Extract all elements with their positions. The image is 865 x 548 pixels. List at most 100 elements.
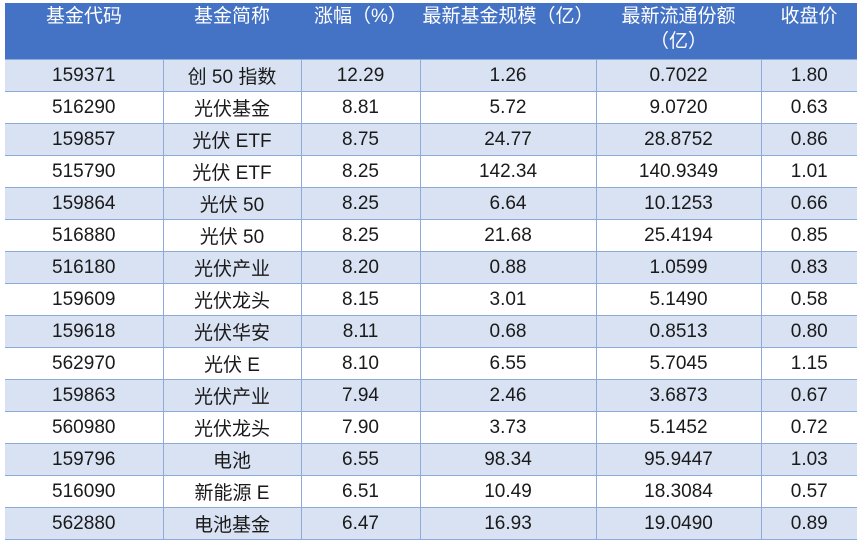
table-cell: 光伏 E [162,347,302,380]
table-cell: 142.34 [419,155,597,188]
table-row: 159864 光伏 50 8.25 6.64 10.1253 0.66 [5,187,857,220]
table-cell: 6.64 [419,187,597,220]
table-cell: 0.72 [760,411,857,444]
table-cell: 95.9447 [595,443,762,476]
table-cell: 0.83 [760,251,857,284]
table-cell: 8.75 [300,123,421,156]
table-cell: 5.72 [419,91,597,124]
table-row: 562880 电池基金 6.47 16.93 19.0490 0.89 [5,507,857,540]
table-cell: 新能源 E [162,475,302,508]
table-row: 516880 光伏 50 8.25 21.68 25.4194 0.85 [5,219,857,252]
table-cell: 25.4194 [595,219,762,252]
table-cell: 516290 [5,91,164,124]
table-cell: 5.7045 [595,347,762,380]
table-cell: 1.03 [760,443,857,476]
table-row: 159796 电池 6.55 98.34 95.9447 1.03 [5,443,857,476]
table-cell: 159618 [5,315,164,348]
table-row: 159857 光伏 ETF 8.75 24.77 28.8752 0.86 [5,123,857,156]
table-cell: 0.58 [760,283,857,316]
header-row: 基金代码 基金简称 涨幅（%） 最新基金规模（亿） 最新流通份额（亿） 收盘价 [5,3,857,60]
table-cell: 0.66 [760,187,857,220]
table-cell: 10.1253 [595,187,762,220]
table-cell: 1.01 [760,155,857,188]
table-row: 159863 光伏产业 7.94 2.46 3.6873 0.67 [5,379,857,412]
table-cell: 28.8752 [595,123,762,156]
table-body: 159371 创 50 指数 12.29 1.26 0.7022 1.80 516290 光伏… [5,59,857,540]
table-row: 159618 光伏华安 8.11 0.68 0.8513 0.80 [5,315,857,348]
table-row: 159609 光伏龙头 8.15 3.01 5.1490 0.58 [5,283,857,316]
table-cell: 光伏华安 [162,315,302,348]
table-cell: 516180 [5,251,164,284]
fund-table: 基金代码 基金简称 涨幅（%） 最新基金规模（亿） 最新流通份额（亿） 收盘价 … [5,3,857,540]
table-row: 516090 新能源 E 6.51 10.49 18.3084 0.57 [5,475,857,508]
table-cell: 光伏 50 [162,219,302,252]
table-cell: 6.47 [300,507,421,540]
table-cell: 0.88 [419,251,597,284]
table-cell: 0.67 [760,379,857,412]
table-cell: 18.3084 [595,475,762,508]
table-cell: 5.1490 [595,283,762,316]
table-cell: 光伏产业 [162,251,302,284]
table-cell: 0.80 [760,315,857,348]
table-cell: 0.57 [760,475,857,508]
table-cell: 159796 [5,443,164,476]
table-cell: 光伏 ETF [162,155,302,188]
table-cell: 8.25 [300,155,421,188]
table-cell: 10.49 [419,475,597,508]
table-row: 516290 光伏基金 8.81 5.72 9.0720 0.63 [5,91,857,124]
table-cell: 560980 [5,411,164,444]
table-cell: 1.0599 [595,251,762,284]
table-row: 159371 创 50 指数 12.29 1.26 0.7022 1.80 [5,59,857,92]
table-cell: 98.34 [419,443,597,476]
table-cell: 0.63 [760,91,857,124]
table-cell: 140.9349 [595,155,762,188]
table-row: 562970 光伏 E 8.10 6.55 5.7045 1.15 [5,347,857,380]
table-cell: 16.93 [419,507,597,540]
table-cell: 8.25 [300,219,421,252]
table-cell: 6.51 [300,475,421,508]
table-cell: 12.29 [300,59,421,92]
table-cell: 光伏龙头 [162,283,302,316]
column-header-fund-name: 基金简称 [163,3,301,60]
table-cell: 159857 [5,123,164,156]
table-cell: 1.26 [419,59,597,92]
table-cell: 516090 [5,475,164,508]
table-header: 基金代码 基金简称 涨幅（%） 最新基金规模（亿） 最新流通份额（亿） 收盘价 [5,3,857,60]
table-cell: 159609 [5,283,164,316]
table-cell: 7.94 [300,379,421,412]
table-cell: 2.46 [419,379,597,412]
column-header-fund-code: 基金代码 [5,3,163,60]
table-cell: 8.10 [300,347,421,380]
table-cell: 光伏产业 [162,379,302,412]
table-cell: 8.11 [300,315,421,348]
table-cell: 光伏 50 [162,187,302,220]
table-cell: 光伏 ETF [162,123,302,156]
column-header-change-percent: 涨幅（%） [301,3,420,60]
table-cell: 电池基金 [162,507,302,540]
table-cell: 0.7022 [595,59,762,92]
table-cell: 光伏基金 [162,91,302,124]
table-cell: 159863 [5,379,164,412]
table-cell: 0.8513 [595,315,762,348]
table-cell: 7.90 [300,411,421,444]
table-cell: 创 50 指数 [162,59,302,92]
table-row: 515790 光伏 ETF 8.25 142.34 140.9349 1.01 [5,155,857,188]
table-cell: 21.68 [419,219,597,252]
table-row: 560980 光伏龙头 7.90 3.73 5.1452 0.72 [5,411,857,444]
table-cell: 0.86 [760,123,857,156]
table-cell: 8.20 [300,251,421,284]
table-cell: 5.1452 [595,411,762,444]
table-cell: 516880 [5,219,164,252]
table-cell: 24.77 [419,123,597,156]
table-cell: 0.68 [419,315,597,348]
table-cell: 8.25 [300,187,421,220]
column-header-close-price: 收盘价 [761,3,857,60]
table-cell: 3.73 [419,411,597,444]
table-cell: 9.0720 [595,91,762,124]
table-cell: 8.81 [300,91,421,124]
table-cell: 1.15 [760,347,857,380]
table-cell: 电池 [162,443,302,476]
table-cell: 3.01 [419,283,597,316]
table-cell: 515790 [5,155,164,188]
